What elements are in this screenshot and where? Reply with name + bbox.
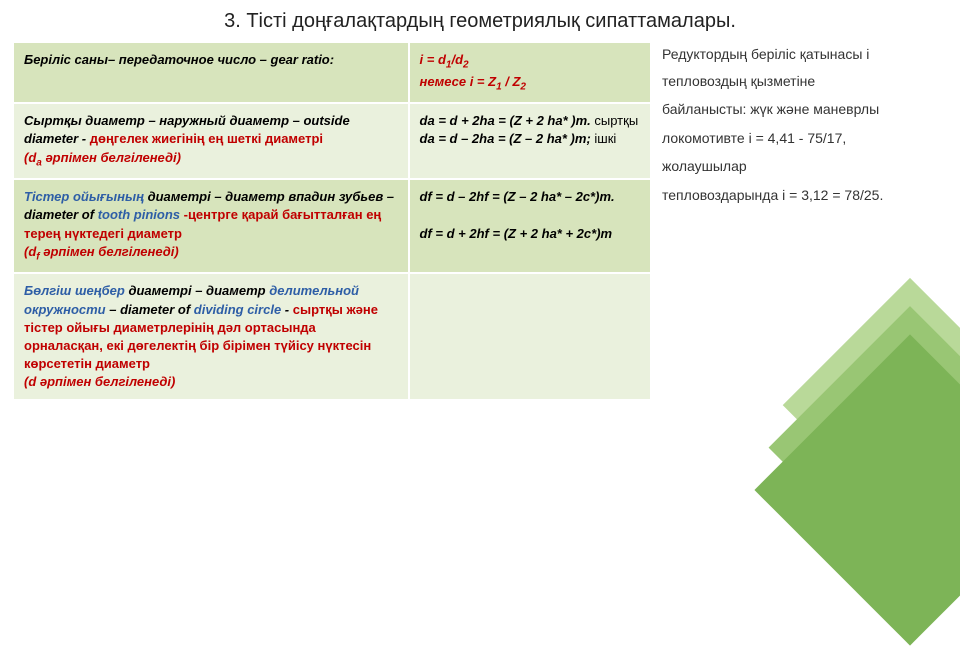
text-segment: сыртқы — [594, 113, 638, 128]
text-segment: / Z — [502, 74, 521, 89]
definitions-table: Беріліс саны– передаточное число – gear … — [12, 41, 652, 401]
side-line: локомотивте і = 4,41 - 75/17, — [662, 125, 942, 152]
text-segment: әрпімен белгіленеді) — [42, 150, 181, 165]
side-line: тепловоздарында і = 3,12 = 78/25. — [662, 182, 942, 209]
cell-right — [409, 273, 651, 400]
text-segment: ішкі — [594, 131, 616, 146]
text-segment: i = d — [420, 52, 446, 67]
text-segment: 2 — [520, 81, 526, 92]
cell-right: df = d – 2hf = (Z – 2 ha* – 2c*)m. df = d… — [409, 179, 651, 273]
text-segment: – diameter of — [106, 302, 194, 317]
text-segment: Тістер ойығының — [24, 189, 144, 204]
text-segment: dividing circle — [194, 302, 281, 317]
text-segment: немесе i = Z — [420, 74, 497, 89]
text-segment: (d — [24, 150, 36, 165]
text-segment: (d әрпімен белгіленеді) — [24, 374, 175, 389]
text-segment: дөңгелек жиегінің ең шеткі диаметрі — [90, 131, 323, 146]
cell-right: i = d1/d2 немесе i = Z1 / Z2 — [409, 42, 651, 103]
text-segment: tooth pinions — [98, 207, 184, 222]
text-segment: df = d + 2hf = (Z + 2 ha* + 2c*)m — [420, 226, 613, 241]
text-segment: Беріліс саны– передаточное число – gear … — [24, 52, 334, 67]
text-segment: df = d – 2hf = (Z – 2 ha* – 2c*)m. — [420, 189, 615, 204]
text-segment: әрпімен белгіленеді) — [40, 244, 179, 259]
table-row: Тістер ойығының диаметрі – диаметр впади… — [13, 179, 651, 273]
text-segment: (d — [24, 244, 36, 259]
text-segment: 2 — [463, 60, 469, 71]
text-segment: Бөлгіш шеңбер — [24, 283, 125, 298]
cell-right: da = d + 2ha = (Z + 2 ha* )m. сыртқы da =… — [409, 103, 651, 179]
table-row: Беріліс саны– передаточное число – gear … — [13, 42, 651, 103]
side-line: байланысты: жүк және маневрлы — [662, 96, 942, 123]
text-segment: da = d – 2ha = (Z – 2 ha* )m; — [420, 131, 595, 146]
text-segment: диаметрі – диаметр — [125, 283, 269, 298]
table-row: Бөлгіш шеңбер диаметрі – диаметр делител… — [13, 273, 651, 400]
cell-left: Беріліс саны– передаточное число – gear … — [13, 42, 409, 103]
side-line: жолаушылар — [662, 153, 942, 180]
text-segment: /d — [451, 52, 463, 67]
page-title: 3. Тісті доңғалақтардың геометриялық сип… — [0, 0, 960, 41]
content-area: Беріліс саны– передаточное число – gear … — [0, 41, 960, 401]
side-line: Редуктордың беріліс қатынасы і тепловозд… — [662, 41, 942, 94]
cell-left: Бөлгіш шеңбер диаметрі – диаметр делител… — [13, 273, 409, 400]
text-segment: - — [281, 302, 293, 317]
cell-left: Сыртқы диаметр – наружный диаметр – outs… — [13, 103, 409, 179]
text-segment: da = d + 2ha = (Z + 2 ha* )m. — [420, 113, 595, 128]
table-row: Сыртқы диаметр – наружный диаметр – outs… — [13, 103, 651, 179]
cell-left: Тістер ойығының диаметрі – диаметр впади… — [13, 179, 409, 273]
